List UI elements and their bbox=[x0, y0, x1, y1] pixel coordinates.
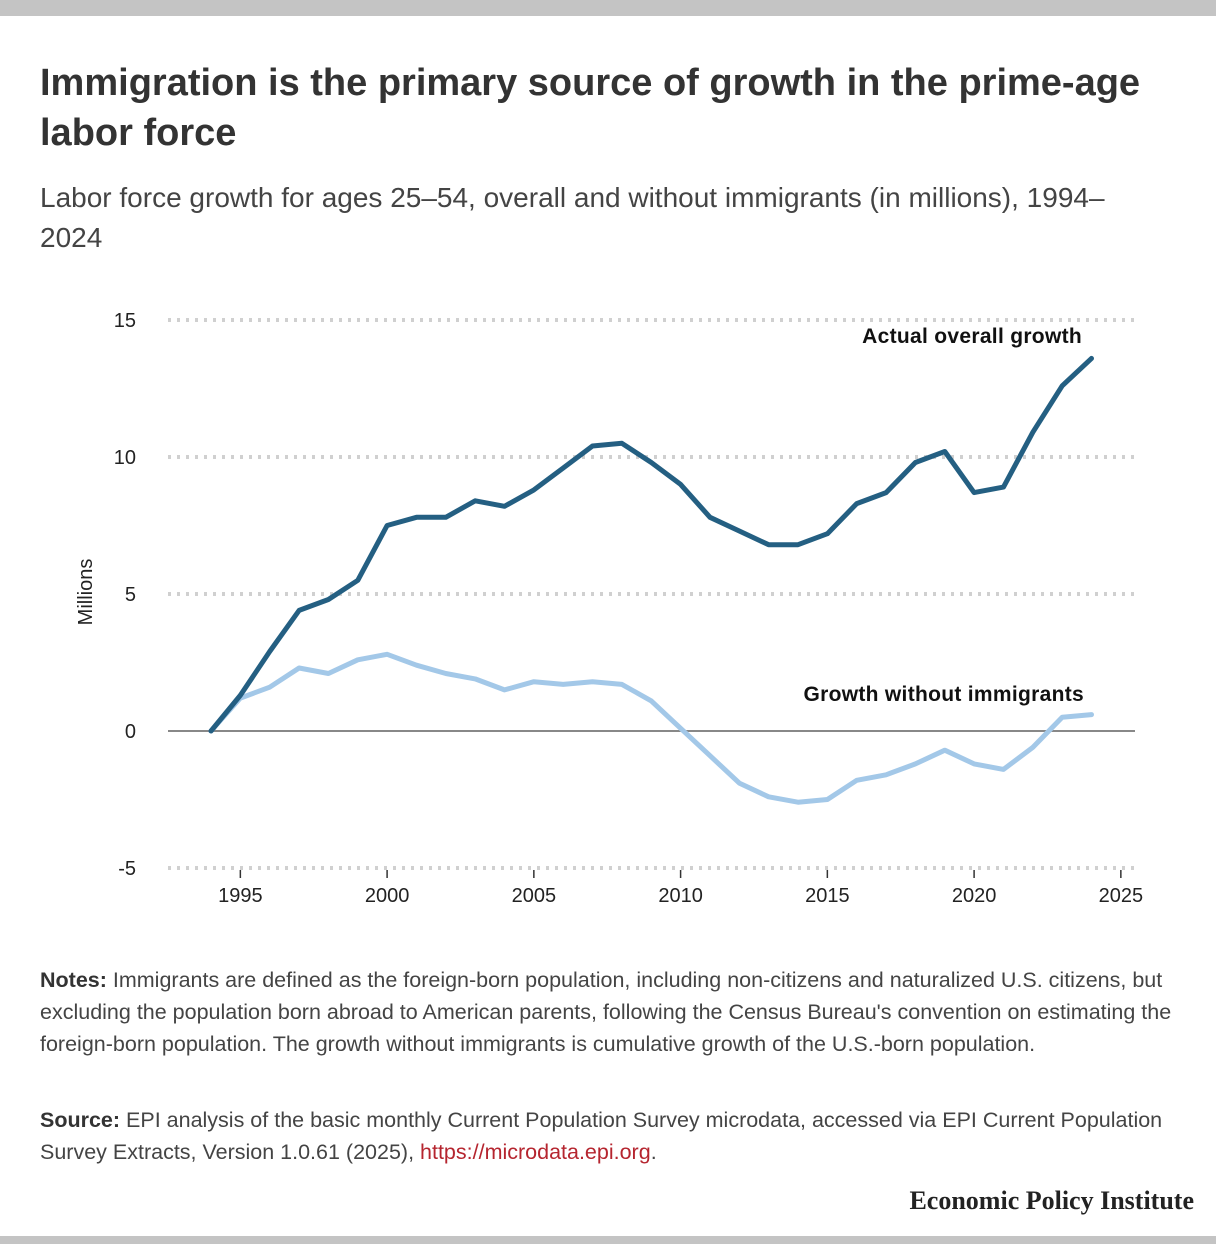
top-border bbox=[0, 0, 1216, 16]
y-tick-label: 10 bbox=[114, 447, 136, 469]
series-line-actual-overall-growth bbox=[208, 355, 1094, 734]
y-axis-ticks: 15 10 5 0 -5 bbox=[114, 310, 136, 880]
x-axis-ticks: 1995 2000 2005 2010 2015 2020 2025 bbox=[218, 870, 1143, 907]
x-tick-label: 2010 bbox=[658, 885, 703, 907]
series-label-growth-without-immigrants: Growth without immigrants bbox=[804, 683, 1085, 706]
y-tick-label: -5 bbox=[118, 858, 136, 880]
source: Source: EPI analysis of the basic monthl… bbox=[40, 1104, 1180, 1168]
x-tick-label: 2005 bbox=[512, 885, 557, 907]
y-tick-label: 0 bbox=[125, 721, 136, 743]
source-link[interactable]: https://microdata.epi.org bbox=[420, 1140, 651, 1164]
notes-lead: Notes: bbox=[40, 968, 107, 992]
source-text: EPI analysis of the basic monthly Curren… bbox=[40, 1108, 1163, 1164]
x-tick-label: 2025 bbox=[1099, 885, 1144, 907]
line-chart: 15 10 5 0 -5 1995 2000 2005 2010 2015 2020 2025 Mi… bbox=[75, 310, 1143, 907]
chart-subtitle: Labor force growth for ages 25–54, overa… bbox=[40, 182, 1105, 253]
grid-lines bbox=[168, 318, 1135, 870]
y-tick-label: 15 bbox=[114, 310, 136, 332]
x-tick-label: 2020 bbox=[952, 885, 997, 907]
chart-title: Immigration is the primary source of gro… bbox=[40, 62, 1141, 154]
x-tick-label: 2000 bbox=[365, 885, 410, 907]
x-tick-label: 1995 bbox=[218, 885, 263, 907]
notes-text: Immigrants are defined as the foreign-bo… bbox=[40, 968, 1172, 1056]
source-end: . bbox=[650, 1140, 657, 1164]
series-label-actual-overall-growth: Actual overall growth bbox=[862, 325, 1082, 348]
bottom-border bbox=[0, 1236, 1216, 1244]
y-tick-label: 5 bbox=[125, 584, 136, 606]
x-tick-label: 2015 bbox=[805, 885, 850, 907]
notes: Notes: Immigrants are defined as the for… bbox=[40, 964, 1180, 1060]
brand-logo: Economic Policy Institute bbox=[909, 1186, 1194, 1215]
source-lead: Source: bbox=[40, 1108, 121, 1132]
series-line-growth-without-immigrants bbox=[208, 651, 1094, 805]
y-axis-title: Millions bbox=[75, 559, 97, 626]
